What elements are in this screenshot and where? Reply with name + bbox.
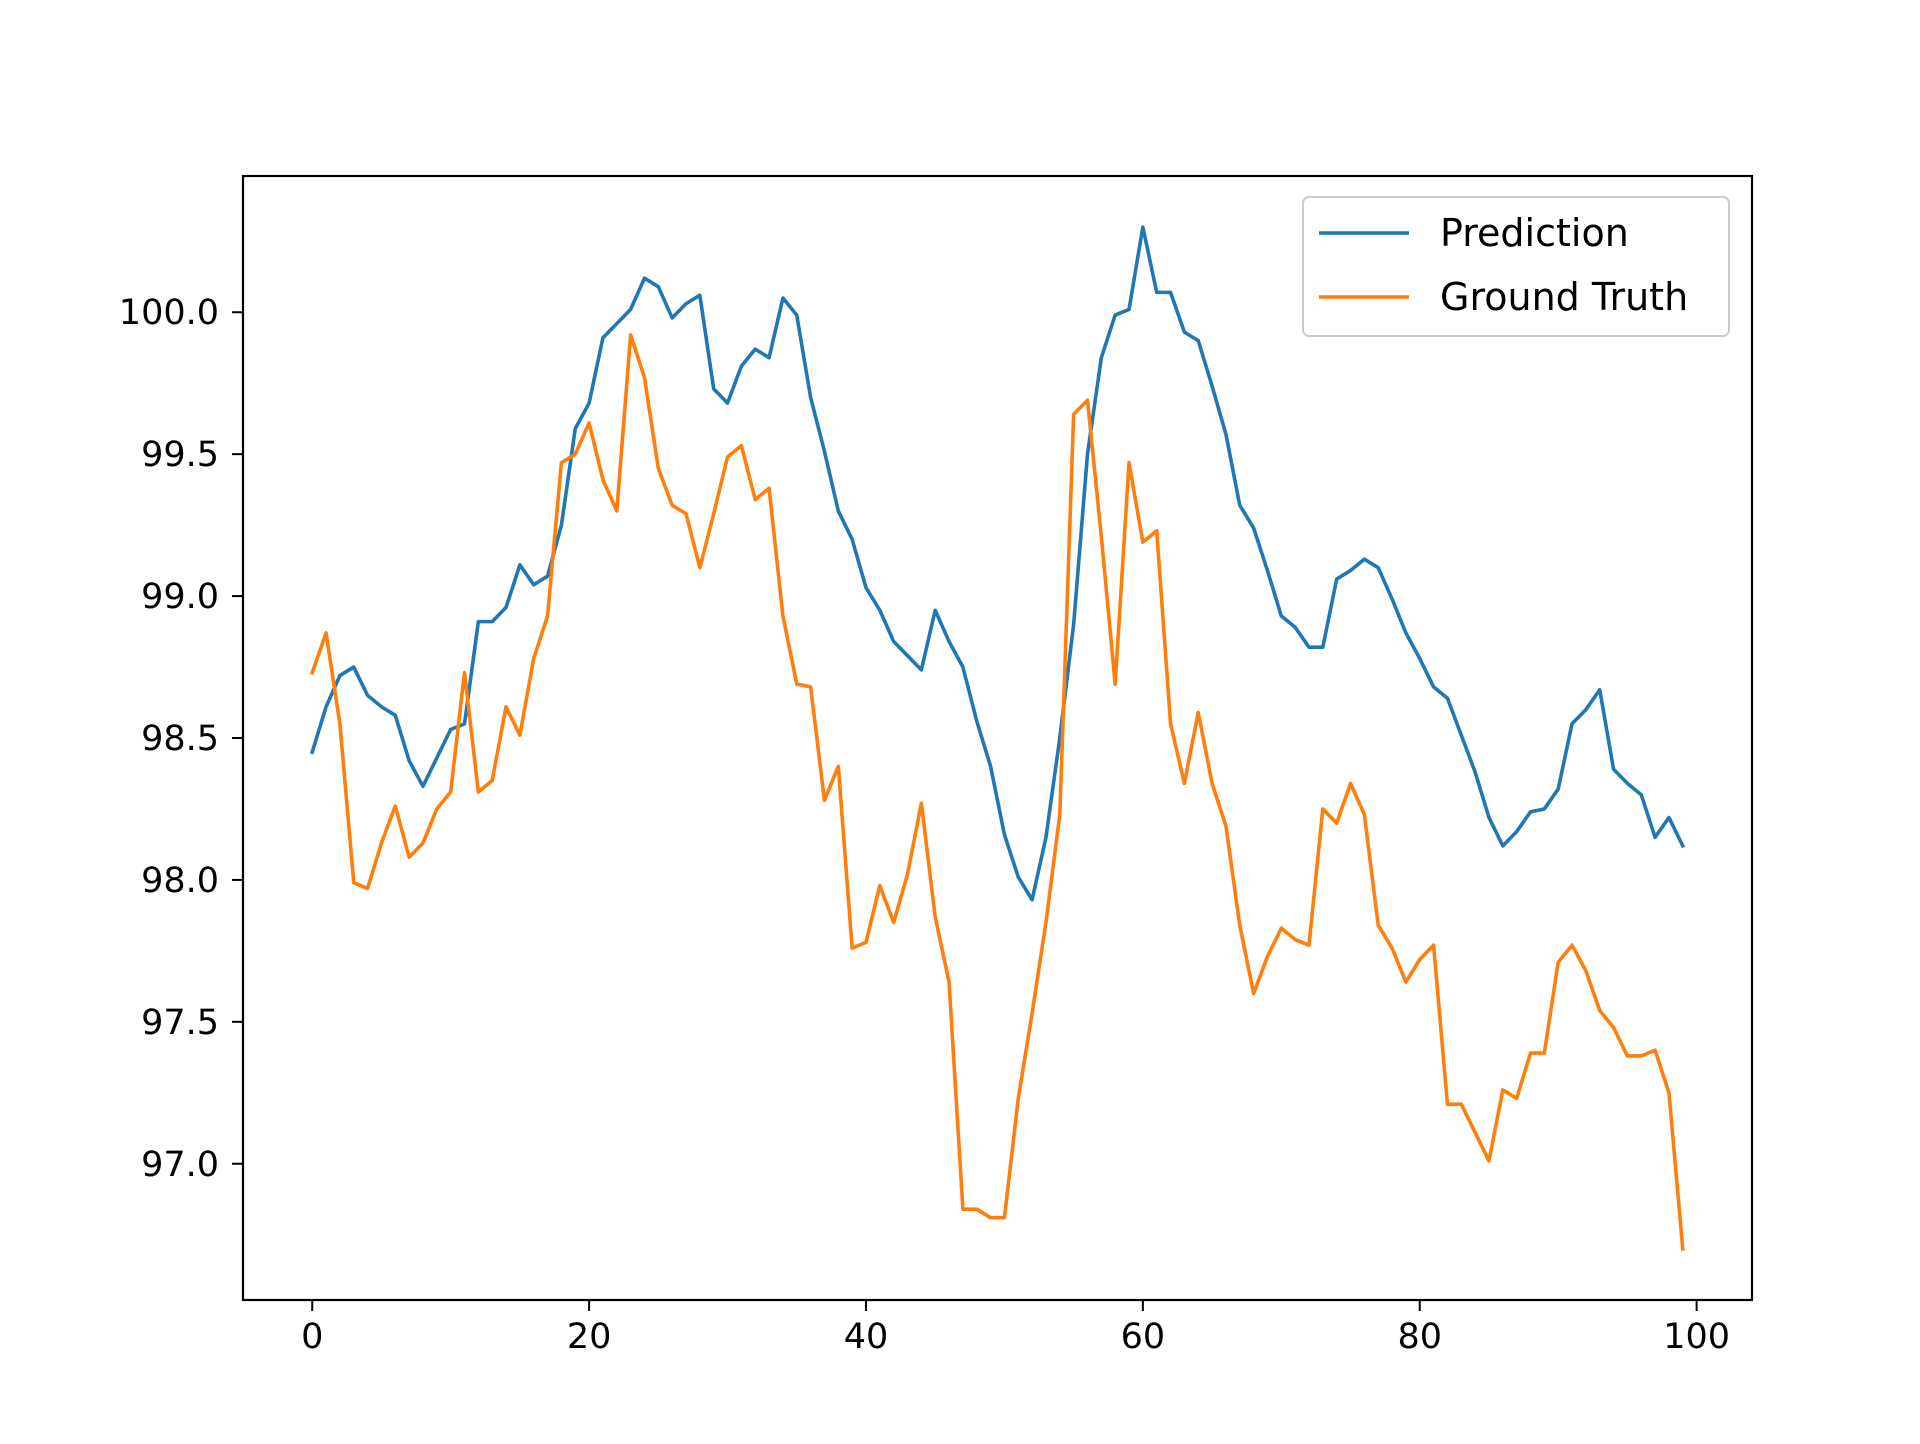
x-tick-label: 80 [1397, 1317, 1442, 1357]
x-tick-label: 20 [567, 1317, 612, 1357]
legend-label-ground-truth: Ground Truth [1440, 275, 1688, 319]
y-tick-label: 99.5 [141, 435, 219, 475]
series-line-prediction [309, 225, 1686, 902]
axes: 0 20 40 60 80 100 97.0 97.5 98.0 98.5 99.0 99.5 100.… [119, 174, 1754, 1357]
y-tick-label: 97.0 [141, 1145, 219, 1185]
x-tick-label: 60 [1121, 1317, 1166, 1357]
plot-area [309, 225, 1686, 1251]
series-line-ground-truth [309, 333, 1685, 1251]
y-tick-label: 97.5 [141, 1003, 219, 1043]
legend-box [1302, 196, 1730, 337]
x-tick-label: 40 [844, 1317, 889, 1357]
y-tick-label: 98.0 [141, 861, 219, 901]
y-tick-label: 100.0 [119, 293, 219, 333]
y-tick-label: 98.5 [141, 719, 219, 759]
legend: Prediction Ground Truth [1302, 196, 1730, 337]
legend-label-prediction: Prediction [1440, 211, 1629, 255]
y-tick-label: 99.0 [141, 577, 219, 617]
x-tick-label: 0 [301, 1317, 323, 1357]
x-tick-label: 100 [1663, 1317, 1730, 1357]
